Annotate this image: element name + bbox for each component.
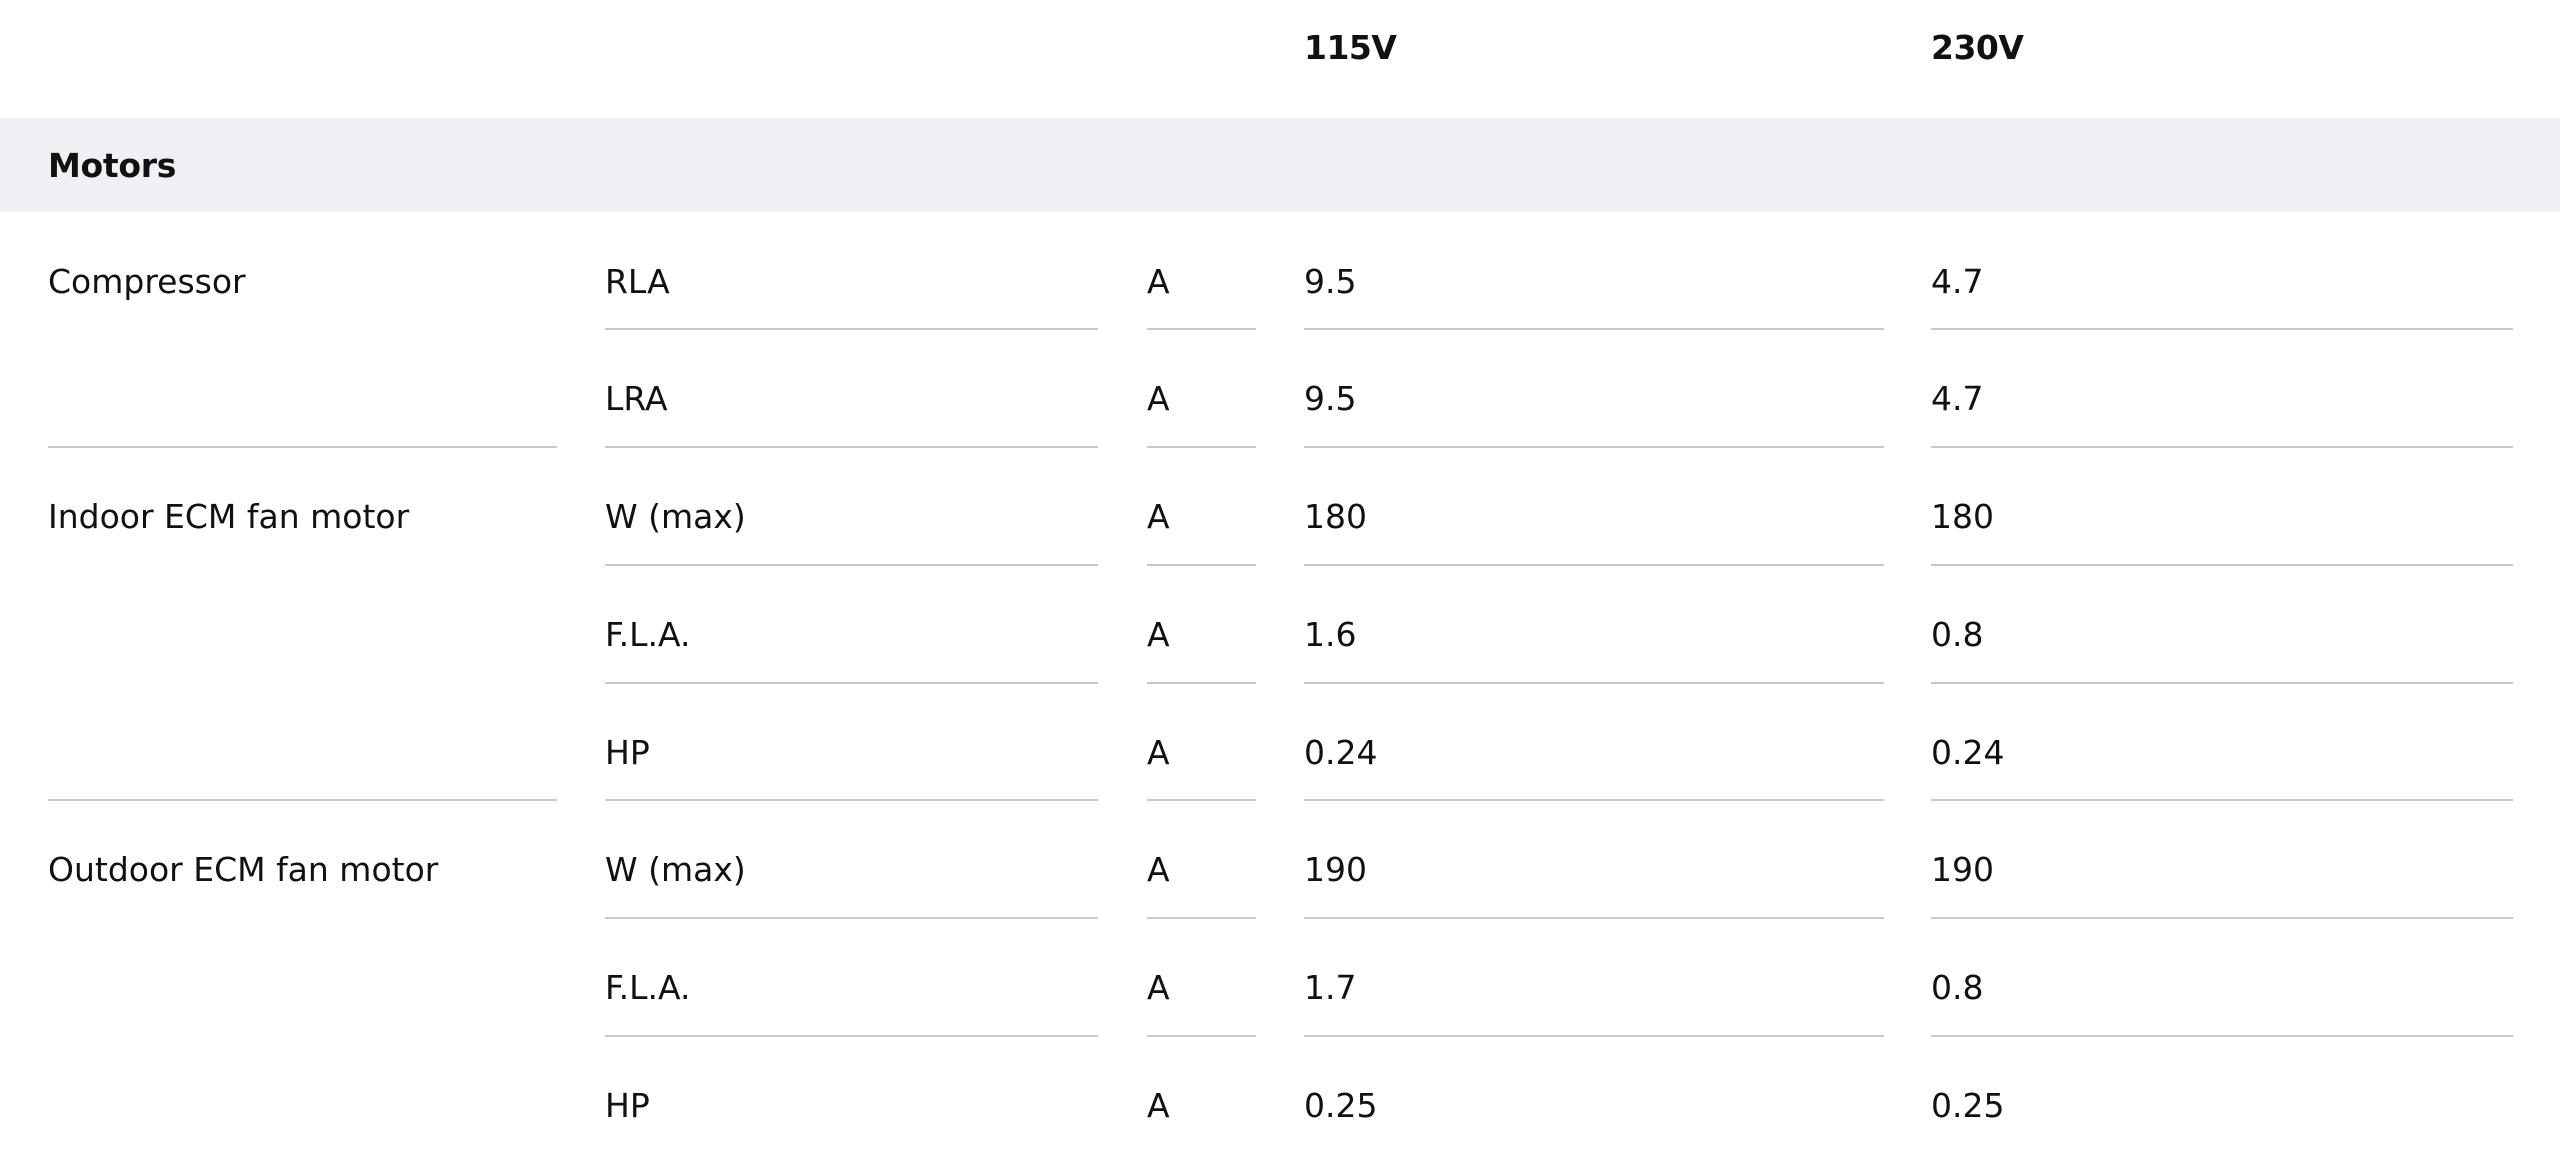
value-230v-cell: 0.8 <box>1931 968 1984 1007</box>
group-divider <box>48 799 557 801</box>
row-divider <box>1147 799 1256 801</box>
row-divider <box>1147 682 1256 684</box>
row-divider <box>1931 328 2513 330</box>
header-230v: 230V <box>1931 28 2024 67</box>
param-cell: F.L.A. <box>605 615 691 654</box>
unit-cell: A <box>1147 262 1170 301</box>
row-divider <box>1304 1035 1884 1037</box>
row-divider <box>605 917 1098 919</box>
param-cell: HP <box>605 733 650 772</box>
value-115v-cell: 1.6 <box>1304 615 1357 654</box>
row-divider <box>1147 917 1256 919</box>
value-115v-cell: 9.5 <box>1304 379 1357 418</box>
header-115v: 115V <box>1304 28 1397 67</box>
value-230v-cell: 4.7 <box>1931 262 1984 301</box>
unit-cell: A <box>1147 968 1170 1007</box>
unit-cell: A <box>1147 379 1170 418</box>
group-label-indoor-ecm-fan-motor: Indoor ECM fan motor <box>48 497 410 536</box>
value-230v-cell: 0.24 <box>1931 733 2005 772</box>
row-divider <box>605 682 1098 684</box>
group-label-outdoor-ecm-fan-motor: Outdoor ECM fan motor <box>48 850 439 889</box>
param-cell: RLA <box>605 262 670 301</box>
row-divider <box>1304 328 1884 330</box>
value-230v-cell: 190 <box>1931 850 1994 889</box>
row-divider <box>1931 1035 2513 1037</box>
param-cell: W (max) <box>605 850 746 889</box>
value-230v-cell: 180 <box>1931 497 1994 536</box>
value-230v-cell: 0.8 <box>1931 615 1984 654</box>
section-title: Motors <box>48 146 177 185</box>
value-115v-cell: 180 <box>1304 497 1367 536</box>
motors-table: Compressor RLA A 9.5 4.7 LRA A 9.5 4.7 I… <box>0 212 2560 1155</box>
row-divider <box>1147 446 1256 448</box>
unit-cell: A <box>1147 615 1170 654</box>
value-115v-cell: 0.24 <box>1304 733 1378 772</box>
param-cell: HP <box>605 1086 650 1125</box>
row-divider <box>605 799 1098 801</box>
group-divider <box>48 446 557 448</box>
unit-cell: A <box>1147 497 1170 536</box>
param-cell: W (max) <box>605 497 746 536</box>
unit-cell: A <box>1147 1086 1170 1125</box>
row-divider <box>605 328 1098 330</box>
row-divider <box>1147 1035 1256 1037</box>
value-230v-cell: 0.25 <box>1931 1086 2005 1125</box>
voltage-header: 115V 230V <box>0 0 2560 118</box>
value-115v-cell: 0.25 <box>1304 1086 1378 1125</box>
value-115v-cell: 1.7 <box>1304 968 1357 1007</box>
row-divider <box>1304 799 1884 801</box>
group-label-compressor: Compressor <box>48 262 246 301</box>
row-divider <box>1304 682 1884 684</box>
row-divider <box>1304 564 1884 566</box>
row-divider <box>1304 917 1884 919</box>
value-230v-cell: 4.7 <box>1931 379 1984 418</box>
row-divider <box>1931 682 2513 684</box>
unit-cell: A <box>1147 733 1170 772</box>
row-divider <box>1931 917 2513 919</box>
unit-cell: A <box>1147 850 1170 889</box>
row-divider <box>1931 564 2513 566</box>
param-cell: LRA <box>605 379 668 418</box>
value-115v-cell: 9.5 <box>1304 262 1357 301</box>
section-header-band <box>0 118 2560 212</box>
row-divider <box>605 1035 1098 1037</box>
param-cell: F.L.A. <box>605 968 691 1007</box>
row-divider <box>1931 799 2513 801</box>
row-divider <box>1147 564 1256 566</box>
row-divider <box>1304 446 1884 448</box>
row-divider <box>605 446 1098 448</box>
value-115v-cell: 190 <box>1304 850 1367 889</box>
row-divider <box>1931 446 2513 448</box>
row-divider <box>605 564 1098 566</box>
row-divider <box>1147 328 1256 330</box>
